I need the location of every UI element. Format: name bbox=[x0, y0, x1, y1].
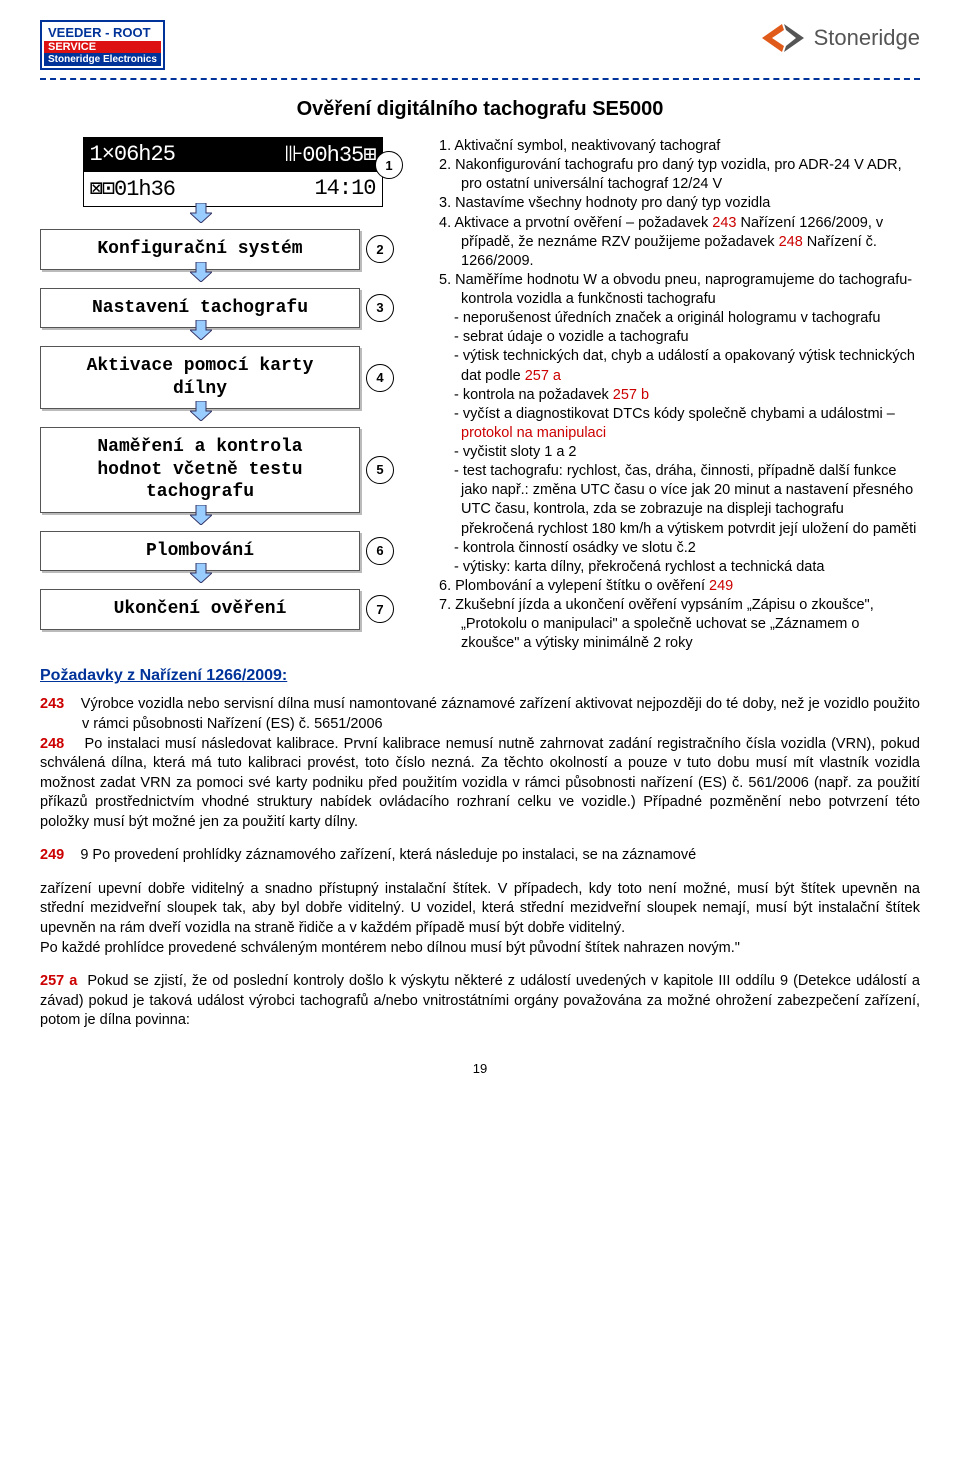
lcd-top-right: ⊪00h35⊞ bbox=[284, 142, 375, 168]
header: VEEDER - ROOT SERVICE Stoneridge Electro… bbox=[40, 20, 920, 70]
para-248: 248 Po instalaci musí následovat kalibra… bbox=[40, 735, 920, 833]
step-circle-2: 2 bbox=[366, 235, 394, 263]
page-title: Ověření digitálního tachografu SE5000 bbox=[40, 98, 920, 121]
arrow-icon bbox=[190, 505, 212, 525]
ref-257b: 257 b bbox=[613, 387, 649, 403]
step-row-6: Plombování 6 bbox=[40, 519, 425, 572]
num-243: 243 bbox=[40, 696, 64, 712]
rc-sub-5a: - neporušenost úředních značek a originá… bbox=[439, 309, 920, 328]
arrow-icon bbox=[190, 320, 212, 340]
dashed-divider bbox=[40, 78, 920, 80]
step-row-3: Nastavení tachografu 3 bbox=[40, 276, 425, 329]
step-circle-7: 7 bbox=[366, 595, 394, 623]
reqs-header: Požadavky z Nařízení 1266/2009: bbox=[40, 667, 920, 685]
rc-item-3: 3. Nastavíme všechny hodnoty pro daný ty… bbox=[439, 194, 920, 213]
para-257a: 257 a Pokud se zjistí, že od poslední ko… bbox=[40, 972, 920, 1031]
rc-sub-5e: - vyčíst a diagnostikovat DTCs kódy spol… bbox=[439, 405, 920, 443]
logo-left-title: VEEDER - ROOT bbox=[48, 25, 151, 40]
rc-item-2: 2. Nakonfigurování tachografu pro daný t… bbox=[439, 156, 920, 194]
arrow-icon bbox=[190, 262, 212, 282]
rc-sub-5d: - kontrola na požadavek 257 b bbox=[439, 386, 920, 405]
rc-sub-5g: - test tachografu: rychlost, čas, dráha,… bbox=[439, 462, 920, 539]
step-7-box: Ukončení ověření bbox=[40, 589, 360, 630]
page-root: VEEDER - ROOT SERVICE Stoneridge Electro… bbox=[0, 0, 960, 1116]
ref-257a: 257 a bbox=[525, 368, 561, 384]
two-col: 1×06h25 ⊪00h35⊞ ⊠⊡01h36 14:10 1 Konfigur… bbox=[40, 137, 920, 653]
lcd-top-left: 1×06h25 bbox=[90, 142, 175, 168]
step-5-box: Naměření a kontrola hodnot včetně testu … bbox=[40, 427, 360, 513]
step-4-box: Aktivace pomocí karty dílny bbox=[40, 346, 360, 409]
logo-left-service: SERVICE bbox=[44, 41, 161, 53]
step-circle-3: 3 bbox=[366, 294, 394, 322]
step-circle-4: 4 bbox=[366, 364, 394, 392]
rc-sub-5b: - sebrat údaje o vozidle a tachografu bbox=[439, 328, 920, 347]
ref-243: 243 bbox=[712, 215, 736, 231]
arrow-icon bbox=[190, 563, 212, 583]
page-number: 19 bbox=[40, 1031, 920, 1076]
ref-249: 249 bbox=[709, 578, 733, 594]
step-row-2: Konfigurační systém 2 bbox=[40, 217, 425, 270]
para-243: 243 Výrobce vozidla nebo servisní dílna … bbox=[40, 695, 920, 734]
rc-sub-5f: - vyčistit sloty 1 a 2 bbox=[439, 443, 920, 462]
num-249: 249 bbox=[40, 847, 64, 863]
para-249-lead: 249 9 Po provedení prohlídky záznamového… bbox=[40, 846, 920, 866]
stoneridge-icon bbox=[760, 20, 808, 56]
step-circle-6: 6 bbox=[366, 537, 394, 565]
rc-sub-5h: - kontrola činností osádky ve slotu č.2 bbox=[439, 539, 920, 558]
logo-right: Stoneridge bbox=[760, 20, 920, 56]
num-248: 248 bbox=[40, 736, 64, 752]
ref-248: 248 bbox=[779, 234, 803, 250]
rc-sub-5i: - výtisky: karta dílny, překročená rychl… bbox=[439, 558, 920, 577]
step-circle-1: 1 bbox=[375, 151, 403, 179]
rc-item-4: 4. Aktivace a prvotní ověření – požadave… bbox=[439, 214, 920, 271]
rc-item-7: 7. Zkušební jízda a ukončení ověření vyp… bbox=[439, 596, 920, 653]
step-circle-5: 5 bbox=[366, 456, 394, 484]
left-column: 1×06h25 ⊪00h35⊞ ⊠⊡01h36 14:10 1 Konfigur… bbox=[40, 137, 425, 636]
logo-left-sub: Stoneridge Electronics bbox=[44, 53, 161, 66]
lcd-display: 1×06h25 ⊪00h35⊞ ⊠⊡01h36 14:10 bbox=[83, 137, 383, 207]
rc-item-1: 1. Aktivační symbol, neaktivovaný tachog… bbox=[439, 137, 920, 156]
logo-left: VEEDER - ROOT SERVICE Stoneridge Electro… bbox=[40, 20, 165, 70]
arrow-icon bbox=[190, 203, 212, 223]
step-row-5: Naměření a kontrola hodnot včetně testu … bbox=[40, 415, 425, 513]
para-249-after: Po každé prohlídce provedené schváleným … bbox=[40, 939, 920, 959]
protocol-red: protokol na manipulaci bbox=[461, 425, 606, 441]
right-column: 1. Aktivační symbol, neaktivovaný tachog… bbox=[439, 137, 920, 653]
num-257a: 257 a bbox=[40, 973, 77, 989]
logo-right-text: Stoneridge bbox=[814, 25, 920, 51]
lcd-bot-right: 14:10 bbox=[314, 176, 375, 202]
rc-item-5: 5. Naměříme hodnotu W a obvodu pneu, nap… bbox=[439, 271, 920, 309]
para-249-rest: zařízení upevní dobře viditelný a snadno… bbox=[40, 880, 920, 939]
rc-item-6: 6. Plombování a vylepení štítku o ověřen… bbox=[439, 577, 920, 596]
step-row-7: Ukončení ověření 7 bbox=[40, 577, 425, 630]
step-row-4: Aktivace pomocí karty dílny 4 bbox=[40, 334, 425, 409]
rc-sub-5c: - výtisk technických dat, chyb a událost… bbox=[439, 347, 920, 385]
arrow-icon bbox=[190, 401, 212, 421]
lcd-bot-left: ⊠⊡01h36 bbox=[90, 176, 176, 202]
